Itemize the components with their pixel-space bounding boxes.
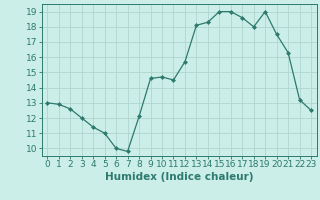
X-axis label: Humidex (Indice chaleur): Humidex (Indice chaleur) [105, 172, 253, 182]
